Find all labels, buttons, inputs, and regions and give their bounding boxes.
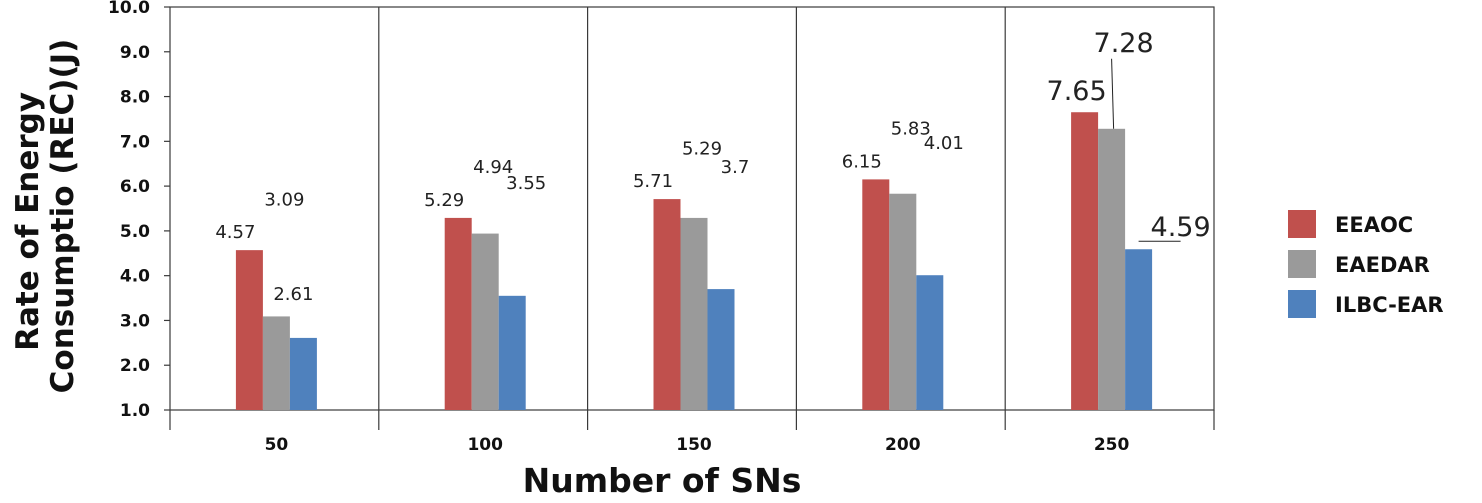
bar-eaedar (471, 233, 499, 410)
bar-ilbc-ear (1125, 249, 1153, 410)
bar-ilbc-ear (498, 295, 526, 410)
data-label: 4.01 (924, 133, 964, 154)
y-tick-label: 8.0 (120, 88, 150, 108)
x-tick-label: 200 (885, 435, 921, 455)
data-label: 2.61 (273, 284, 313, 305)
y-tick-label: 3.0 (120, 311, 150, 331)
bar-ilbc-ear (916, 275, 944, 410)
legend-swatch-eaedar (1288, 250, 1316, 278)
legend-label-ilbc-ear: ILBC-EAR (1335, 293, 1444, 317)
data-label: 4.59 (1151, 212, 1211, 243)
data-label: 3.55 (506, 173, 546, 194)
bar-eeaoc (862, 179, 890, 410)
y-tick-label: 4.0 (120, 267, 150, 287)
bar-eeaoc (1071, 112, 1099, 410)
data-label: 6.15 (842, 151, 882, 172)
y-tick-label: 7.0 (120, 132, 150, 152)
y-tick-label: 9.0 (120, 43, 150, 63)
legend-swatch-eeaoc (1288, 210, 1316, 238)
legend-label-eaedar: EAEDAR (1335, 253, 1430, 277)
data-label: 5.71 (633, 171, 673, 192)
data-label: 3.09 (264, 189, 304, 210)
legend-swatch-ilbc-ear (1288, 290, 1316, 318)
bar-eeaoc (235, 250, 263, 410)
bar-ilbc-ear (707, 289, 735, 410)
bar-eeaoc (653, 199, 681, 410)
x-tick-label: 50 (265, 435, 289, 455)
legend-label-eeaoc: EEAOC (1335, 213, 1413, 237)
x-tick-label: 150 (676, 435, 712, 455)
x-tick-label: 100 (467, 435, 503, 455)
leader-line (1111, 58, 1115, 129)
y-tick-label: 5.0 (120, 222, 150, 242)
bar-eaedar (889, 193, 917, 410)
x-tick-label: 250 (1094, 435, 1130, 455)
x-axis-title: Number of SNs (523, 461, 802, 500)
data-label: 5.83 (891, 119, 931, 140)
bar-eaedar (262, 316, 290, 410)
data-label: 4.57 (215, 222, 255, 243)
y-tick-label: 6.0 (120, 177, 150, 197)
data-label: 5.29 (424, 190, 464, 211)
y-tick-label: 2.0 (120, 356, 150, 376)
y-tick-label: 1.0 (120, 401, 150, 421)
y-tick-label: 10.0 (108, 0, 150, 18)
y-axis-title-line-2: Consumptio (REC)(J) (45, 39, 81, 394)
bar-ilbc-ear (289, 337, 317, 410)
data-label: 4.94 (473, 157, 513, 178)
bar-eaedar (1098, 128, 1126, 410)
bar-eeaoc (444, 217, 472, 410)
y-axis-title-line-1: Rate of Energy (10, 92, 46, 351)
data-label: 7.28 (1094, 28, 1154, 59)
y-axis-title: Rate of Energy Consumptio (REC)(J) (10, 39, 81, 394)
data-label: 7.65 (1047, 76, 1107, 107)
bar-eaedar (680, 217, 708, 410)
data-label: 5.29 (682, 138, 722, 159)
data-label: 3.7 (721, 157, 750, 178)
